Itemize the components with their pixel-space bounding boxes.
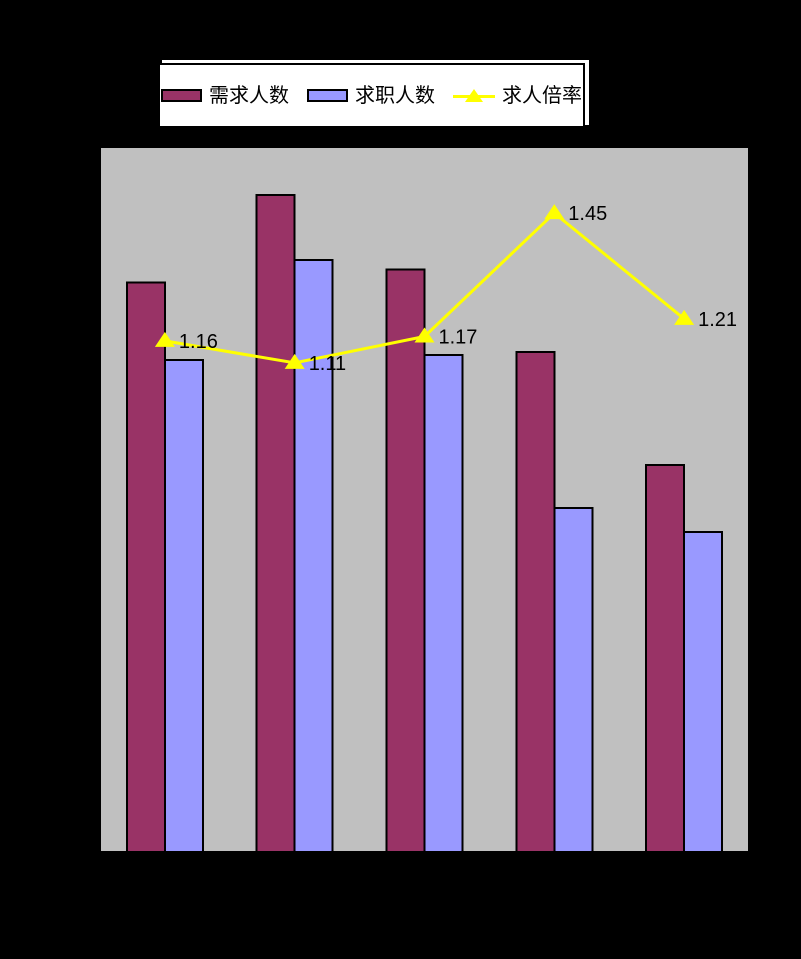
ratio-data-label-1: 1.16 xyxy=(179,331,218,353)
ratio-data-label-3: 1.17 xyxy=(439,326,478,348)
ratio-marker-4 xyxy=(544,204,565,220)
triangle-marker-icon xyxy=(465,89,483,102)
ratio-marker-1 xyxy=(154,331,175,347)
legend-item-ratio: 求人倍率 xyxy=(453,86,582,106)
legend-item-jobseekers: 求职人数 xyxy=(307,86,435,106)
ratio-data-label-2: 1.11 xyxy=(309,353,346,375)
chart-legend: 需求人数 求职人数 求人倍率 xyxy=(158,63,585,128)
ratio-data-label-4: 1.45 xyxy=(568,203,607,225)
bar-jobseekers-4 xyxy=(553,506,594,853)
ratio-marker-3 xyxy=(414,327,435,343)
bar-demand-4 xyxy=(515,351,556,853)
ratio-marker-5 xyxy=(674,309,695,325)
legend-swatch-ratio xyxy=(453,87,495,104)
legend-label-demand: 需求人数 xyxy=(209,84,289,107)
bar-demand-1 xyxy=(125,281,166,853)
legend-label-jobseekers: 求职人数 xyxy=(355,84,435,107)
bar-jobseekers-2 xyxy=(293,258,334,853)
bar-jobseekers-5 xyxy=(683,530,724,853)
bar-jobseekers-1 xyxy=(163,358,204,853)
legend-swatch-demand xyxy=(161,89,202,102)
legend-swatch-jobseekers xyxy=(307,89,348,102)
bar-jobseekers-3 xyxy=(423,353,464,853)
bar-demand-3 xyxy=(385,268,426,854)
ratio-marker-2 xyxy=(284,353,305,369)
ratio-data-label-5: 1.21 xyxy=(698,309,737,331)
legend-label-ratio: 求人倍率 xyxy=(502,84,582,107)
legend-item-demand: 需求人数 xyxy=(161,86,289,106)
bar-demand-2 xyxy=(255,193,296,853)
bar-demand-5 xyxy=(645,463,686,853)
